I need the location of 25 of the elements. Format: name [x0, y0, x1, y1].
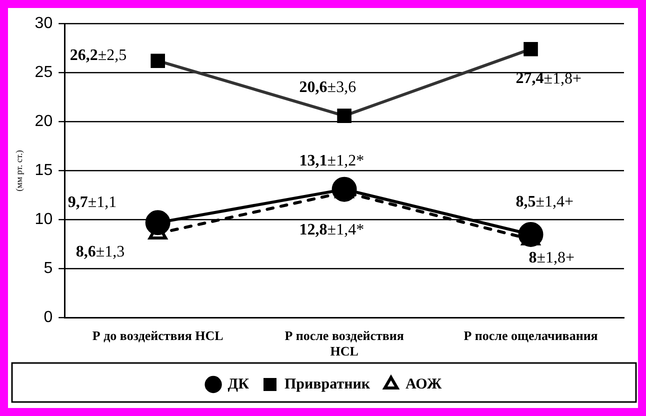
point — [145, 210, 170, 236]
x-tick-label: Р до воздействия HCL — [92, 328, 224, 343]
y-tick-label: 25 — [34, 64, 53, 82]
data-label: 9,7±1,1 — [68, 194, 117, 211]
point — [518, 222, 544, 247]
y-tick-label: 5 — [44, 260, 53, 278]
y-tick-label: 30 — [34, 15, 53, 32]
point — [332, 176, 357, 202]
y-tick-label: 0 — [44, 309, 53, 326]
data-label: 8,5±1,4+ — [516, 194, 574, 211]
x-tick-label: Р после воздействия HCL — [284, 328, 404, 359]
y-tick-label: 15 — [34, 162, 53, 180]
legend-label: ДК — [228, 376, 250, 392]
y-axis-title: (мм рт. ст.) — [14, 150, 24, 192]
data-label: 8±1,8+ — [528, 249, 575, 267]
y-tick-label: 10 — [34, 211, 53, 228]
legend-label: АОЖ — [405, 376, 442, 392]
data-label: 20,6±3,6 — [299, 78, 356, 96]
legend-label: Привратник — [284, 376, 370, 392]
data-label: 12,8±1,4* — [299, 221, 364, 238]
data-label: 26,2±2,5 — [70, 47, 127, 64]
data-label: 13,1±1,2* — [299, 152, 364, 170]
data-label: 8,6±1,3 — [76, 244, 125, 261]
y-tick-label: 20 — [34, 113, 53, 130]
x-tick-label: Р после ощелачивания — [464, 328, 598, 343]
